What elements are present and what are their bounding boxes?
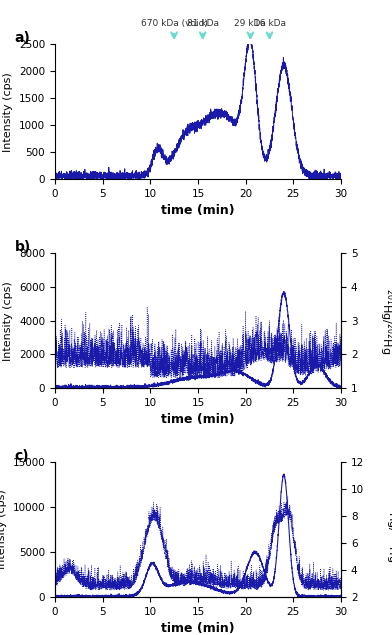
Y-axis label: Intensity (cps): Intensity (cps) [4,281,13,361]
Y-axis label: Intensity (cps): Intensity (cps) [4,72,13,152]
Text: c): c) [15,449,29,463]
Text: 29 kDa: 29 kDa [234,19,266,29]
Y-axis label: $^{201}$Hg/$^{202}$Hg: $^{201}$Hg/$^{202}$Hg [377,288,392,354]
Text: 670 kDa (void): 670 kDa (void) [141,19,207,29]
Text: 81 kDa: 81 kDa [187,19,219,29]
X-axis label: time (min): time (min) [161,413,235,426]
Y-axis label: $^{199}$Hg/$^{202}$Hg: $^{199}$Hg/$^{202}$Hg [383,497,392,563]
X-axis label: time (min): time (min) [161,204,235,217]
Text: a): a) [15,31,31,45]
Y-axis label: Intensity (cps): Intensity (cps) [0,490,7,570]
Text: b): b) [15,240,31,254]
X-axis label: time (min): time (min) [161,622,235,635]
Text: 16 kDa: 16 kDa [254,19,285,29]
